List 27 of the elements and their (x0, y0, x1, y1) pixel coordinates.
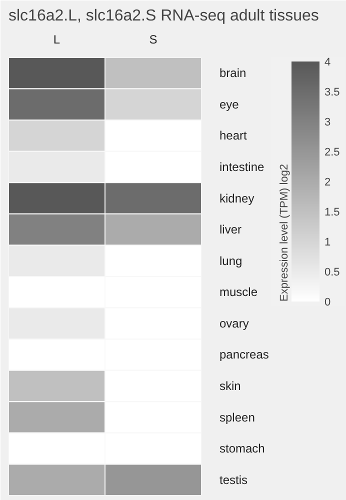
y-tick-label: heart (220, 128, 248, 143)
y-tick-label: kidney (220, 191, 254, 206)
color-bar-label: 2 (324, 176, 331, 188)
color-bar-label: 3 (324, 116, 331, 128)
y-tick-label: pancreas (220, 348, 269, 362)
y-tick-label: intestine (220, 160, 265, 174)
color-bar-label: 3.5 (324, 86, 340, 98)
y-tick-label: brain (220, 66, 246, 80)
y-tick-label: eye (220, 97, 240, 112)
color-bar-title: Expression level (TPM) log2 (278, 164, 290, 302)
color-bar-label: 1.5 (324, 206, 340, 218)
color-bar-label: 0 (324, 296, 331, 308)
color-bar-label: 4 (324, 56, 331, 68)
y-tick-label: spleen (220, 410, 255, 424)
y-tick-label: stomach (220, 442, 265, 456)
color-bar-label: 1 (324, 236, 331, 248)
y-tick-label: skin (220, 379, 241, 393)
x-tick-label: S (149, 32, 158, 46)
chart-title: slc16a2.L, slc16a2.S RNA-seq adult tissues (8, 8, 319, 24)
color-bar-label: 0.5 (324, 266, 340, 278)
color-bar-label: 2.5 (324, 146, 340, 158)
y-tick-label: muscle (220, 285, 258, 300)
y-tick-label: liver (220, 222, 242, 237)
y-tick-label: lung (220, 254, 242, 268)
x-tick-label: L (53, 32, 60, 46)
y-tick-label: testis (220, 472, 248, 487)
y-tick-label: ovary (220, 316, 249, 330)
